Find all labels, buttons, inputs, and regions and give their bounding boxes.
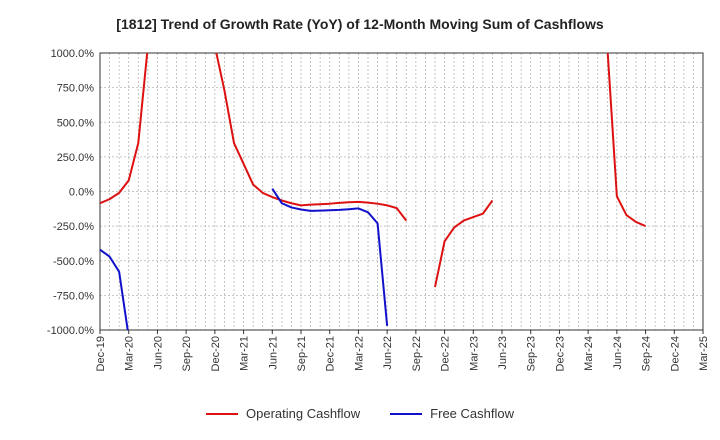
series-line-segment	[215, 53, 408, 222]
x-tick-label: Mar-25	[698, 336, 710, 371]
series-line-segment	[271, 188, 389, 326]
x-tick-label: Dec-22	[440, 336, 452, 371]
x-tick-label: Dec-21	[325, 336, 337, 371]
series-line-segment	[606, 53, 646, 228]
y-tick-label: 750.0%	[57, 83, 95, 95]
x-tick-label: Mar-23	[468, 336, 480, 371]
x-tick-label: Dec-24	[669, 336, 681, 371]
y-tick-label: 0.0%	[69, 187, 94, 199]
legend-item: Operating Cashflow	[206, 406, 360, 421]
x-tick-label: Sep-20	[181, 336, 193, 371]
legend-swatch	[206, 412, 238, 415]
x-tick-label: Dec-19	[95, 336, 107, 371]
grid-layer	[99, 52, 704, 331]
series-line-segment	[100, 53, 149, 205]
legend-swatch	[390, 412, 423, 415]
series-line-segment	[434, 199, 494, 288]
x-tick-label: Jun-21	[267, 336, 279, 370]
x-tick-label: Mar-21	[239, 336, 251, 371]
x-tick-label: Sep-24	[641, 336, 653, 371]
y-tick-label: 500.0%	[57, 117, 95, 129]
series-layer	[100, 53, 646, 330]
x-tick-label: Sep-22	[411, 336, 423, 371]
series-1	[100, 188, 389, 330]
x-tick-label: Jun-23	[497, 336, 509, 370]
axis-layer: 1000.0% 750.0% 500.0% 250.0% 0.0% -250.0% -500…	[47, 48, 710, 371]
legend-label: Free Cashflow	[430, 406, 514, 421]
y-tick-label: -1000.0%	[47, 325, 94, 337]
y-tick-label: 250.0%	[57, 152, 95, 164]
x-tick-label: Dec-23	[554, 336, 566, 371]
y-tick-label: -750.0%	[53, 290, 94, 302]
plot-border	[99, 52, 704, 331]
y-tick-label: -500.0%	[53, 256, 94, 268]
y-tick-label: 1000.0%	[51, 48, 95, 60]
x-tick-label: Sep-21	[296, 336, 308, 371]
x-tick-label: Jun-22	[382, 336, 394, 370]
x-tick-label: Jun-24	[612, 336, 624, 370]
y-tick-label: -250.0%	[53, 221, 94, 233]
chart-title: [1812] Trend of Growth Rate (YoY) of 12-…	[116, 16, 604, 32]
x-tick-label: Mar-24	[583, 336, 595, 371]
legend-label: Operating Cashflow	[246, 406, 361, 421]
legend: Operating Cashflow Free Cashflow	[0, 406, 720, 421]
x-tick-label: Jun-20	[152, 336, 164, 370]
series-0	[100, 53, 646, 288]
x-tick-label: Sep-23	[526, 336, 538, 371]
legend-item: Free Cashflow	[390, 406, 514, 421]
x-tick-label: Mar-22	[353, 336, 365, 371]
x-tick-label: Dec-20	[210, 336, 222, 371]
series-line-segment	[100, 248, 129, 330]
x-tick-label: Mar-20	[124, 336, 136, 371]
